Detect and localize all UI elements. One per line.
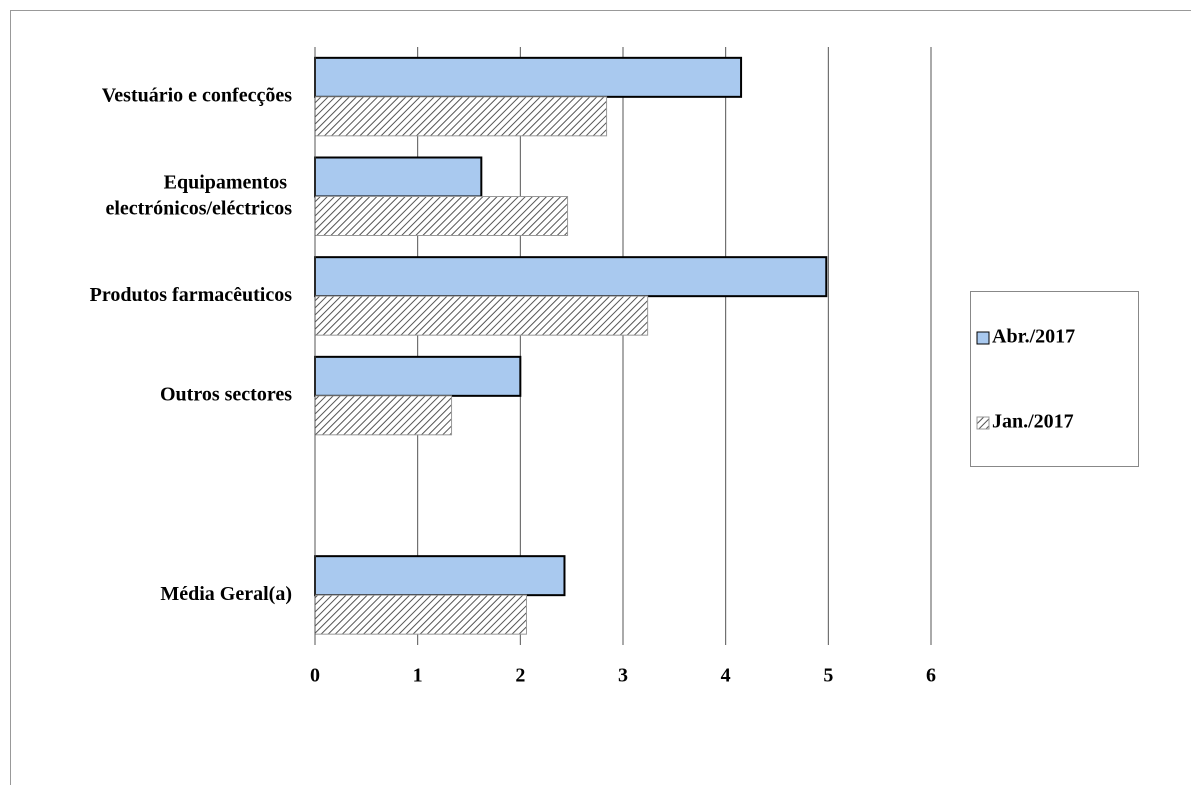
- bar: [314, 256, 828, 298]
- bar: [314, 594, 527, 635]
- bar: [314, 355, 522, 397]
- y-tick-label: Equipamentos electrónicos/eléctricos: [105, 171, 292, 219]
- x-tick-label: 4: [721, 665, 731, 687]
- bar: [314, 96, 608, 137]
- frame: [10, 10, 1191, 785]
- bar: [314, 56, 743, 98]
- bar: [314, 295, 649, 336]
- x-tick-label: 0: [310, 665, 320, 687]
- legend-label: Jan./2017: [992, 411, 1074, 433]
- x-tick-label: 1: [413, 665, 423, 687]
- legend-swatch: [976, 331, 990, 345]
- x-tick-label: 3: [618, 665, 628, 687]
- y-tick-label: Produtos farmacêuticos: [90, 284, 293, 306]
- bar: [314, 196, 569, 236]
- x-tick-label: 2: [515, 665, 525, 687]
- x-tick-label: 5: [823, 665, 833, 687]
- bar: [314, 555, 566, 597]
- legend-swatch: [976, 416, 990, 430]
- y-tick-label: Vestuário e confecções: [102, 84, 293, 106]
- y-tick-label: Média Geral(a): [160, 583, 292, 605]
- bar: [314, 395, 453, 436]
- bar: [314, 156, 483, 198]
- x-tick-label: 6: [926, 665, 936, 687]
- legend-box: [970, 291, 1139, 467]
- legend-label: Abr./2017: [992, 326, 1075, 348]
- y-tick-label: Outros sectores: [160, 383, 292, 405]
